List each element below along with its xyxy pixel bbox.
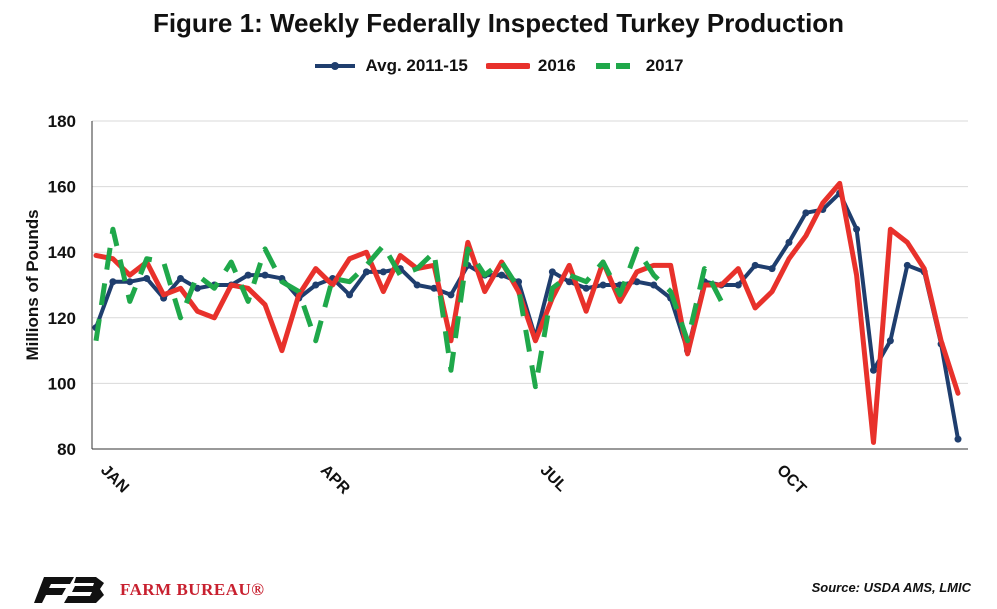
series-line-2016 [93,180,961,445]
y-axis-title: Millions of Pounds [23,209,42,360]
x-tick-label: OCT [773,462,809,498]
farm-bureau-emblem-icon [34,577,104,603]
data-point [903,261,911,269]
data-point [751,261,759,269]
data-point [193,284,201,292]
legend-swatch-avg [315,62,356,70]
farm-bureau-wordmark: FARM BUREAU® [120,580,265,599]
legend-item-avg: Avg. 2011-15 [313,56,468,76]
data-point [430,284,438,292]
series-line-2017 [93,226,724,390]
legend-swatch-2016 [485,63,530,69]
legend-label-avg: Avg. 2011-15 [365,56,468,75]
data-point [177,274,185,282]
data-point [853,225,861,233]
data-point [650,281,658,289]
legend-item-2017: 2017 [594,56,684,76]
data-point [802,209,810,217]
legend-label-2017: 2017 [645,56,684,75]
y-tick-label: 100 [48,374,76,393]
data-point [312,281,320,289]
x-tick-label: APR [317,462,353,498]
data-point [869,366,877,374]
data-point [954,435,962,443]
data-point [599,281,607,289]
legend-item-2016: 2016 [485,56,576,76]
data-point [362,268,370,276]
x-tick-label: JAN [97,462,132,497]
data-point [413,281,421,289]
data-point [548,268,556,276]
chart-legend: Avg. 2011-15 2016 2017 [0,56,997,76]
y-tick-label: 80 [57,440,76,459]
data-point [498,271,506,279]
data-point [109,278,117,286]
source-note: Source: USDA AMS, LMIC [811,580,971,595]
data-point [768,265,776,273]
data-point [143,274,151,282]
data-point [785,238,793,246]
data-point [346,291,354,299]
legend-swatch-2017 [595,63,636,69]
farm-bureau-logo: FARM BUREAU® [34,575,264,605]
data-point [582,284,590,292]
data-point [447,291,455,299]
data-point [379,268,387,276]
y-tick-label: 160 [48,178,76,197]
data-point [886,337,894,345]
y-tick-label: 180 [48,112,76,131]
legend-label-2016: 2016 [537,56,576,75]
data-point [734,281,742,289]
data-point [126,278,134,286]
data-point [565,278,573,286]
data-point [244,271,252,279]
y-tick-label: 140 [48,243,76,262]
chart-title: Figure 1: Weekly Federally Inspected Tur… [152,8,845,38]
data-point [633,278,641,286]
x-tick-label: JUL [537,462,571,496]
y-tick-label: 120 [48,309,76,328]
data-point [261,271,269,279]
data-point [515,278,523,286]
